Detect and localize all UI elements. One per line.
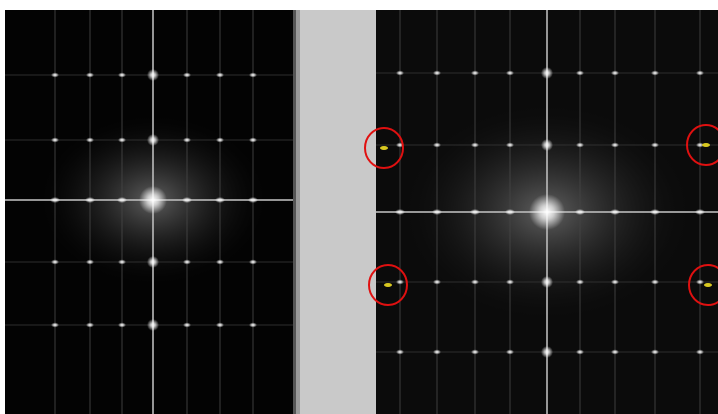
spot: [575, 209, 585, 215]
spot: [50, 197, 60, 203]
spot: [696, 350, 704, 355]
spot: [541, 346, 553, 358]
yellow-spot: [384, 283, 392, 287]
spot: [249, 138, 257, 143]
spot: [86, 323, 94, 328]
spot: [118, 323, 126, 328]
yellow-spot: [380, 146, 388, 150]
spot: [249, 323, 257, 328]
spot: [147, 256, 159, 268]
spot: [248, 197, 258, 203]
spot: [651, 350, 659, 355]
spot: [215, 197, 225, 203]
spot: [506, 143, 514, 148]
spot: [249, 73, 257, 78]
spot: [696, 280, 704, 285]
spot: [651, 71, 659, 76]
spot: [541, 67, 553, 79]
spot: [118, 138, 126, 143]
spot: [86, 73, 94, 78]
spot: [610, 209, 620, 215]
spot: [183, 138, 191, 143]
spot: [147, 319, 159, 331]
spot: [541, 276, 553, 288]
spot: [216, 260, 224, 265]
spot: [433, 350, 441, 355]
spot: [471, 280, 479, 285]
spot: [470, 209, 480, 215]
spot: [183, 73, 191, 78]
spot: [85, 197, 95, 203]
spot: [183, 323, 191, 328]
spot: [147, 134, 159, 146]
divider: [296, 10, 300, 414]
spot: [611, 143, 619, 148]
spot: [651, 143, 659, 148]
screenshot: [0, 0, 718, 414]
spot: [471, 143, 479, 148]
divider: [293, 10, 296, 414]
spot: [650, 209, 660, 215]
spot: [651, 280, 659, 285]
spot: [51, 260, 59, 265]
spot: [396, 350, 404, 355]
spot: [51, 138, 59, 143]
spot: [471, 350, 479, 355]
spot: [576, 71, 584, 76]
spot: [696, 71, 704, 76]
page: (() => { const data = JSON.parse(documen…: [0, 0, 718, 414]
spot: [611, 280, 619, 285]
spot: [576, 280, 584, 285]
spot: [51, 73, 59, 78]
spot: [505, 209, 515, 215]
spot: [216, 138, 224, 143]
spot: [396, 71, 404, 76]
spot: [611, 71, 619, 76]
spot: [86, 260, 94, 265]
spot: [695, 209, 705, 215]
spot: [183, 260, 191, 265]
spot: [433, 71, 441, 76]
spot: [117, 197, 127, 203]
center-spot: [529, 194, 565, 230]
spot: [249, 260, 257, 265]
spot: [432, 209, 442, 215]
spot: [118, 73, 126, 78]
spot: [51, 323, 59, 328]
spot: [395, 209, 405, 215]
spot: [216, 323, 224, 328]
spot: [182, 197, 192, 203]
spot: [506, 71, 514, 76]
spot: [433, 280, 441, 285]
spot: [611, 350, 619, 355]
spot: [118, 260, 126, 265]
spot: [576, 143, 584, 148]
spot: [471, 71, 479, 76]
yellow-spot: [704, 283, 712, 287]
spot: [147, 69, 159, 81]
spot: [506, 280, 514, 285]
spot: [433, 143, 441, 148]
center-spot: [139, 186, 167, 214]
spot: [576, 350, 584, 355]
spot: [396, 280, 404, 285]
gray-panel: [300, 10, 376, 414]
spot: [216, 73, 224, 78]
spot: [86, 138, 94, 143]
yellow-spot: [702, 143, 710, 147]
spot: [541, 139, 553, 151]
spot: [506, 350, 514, 355]
